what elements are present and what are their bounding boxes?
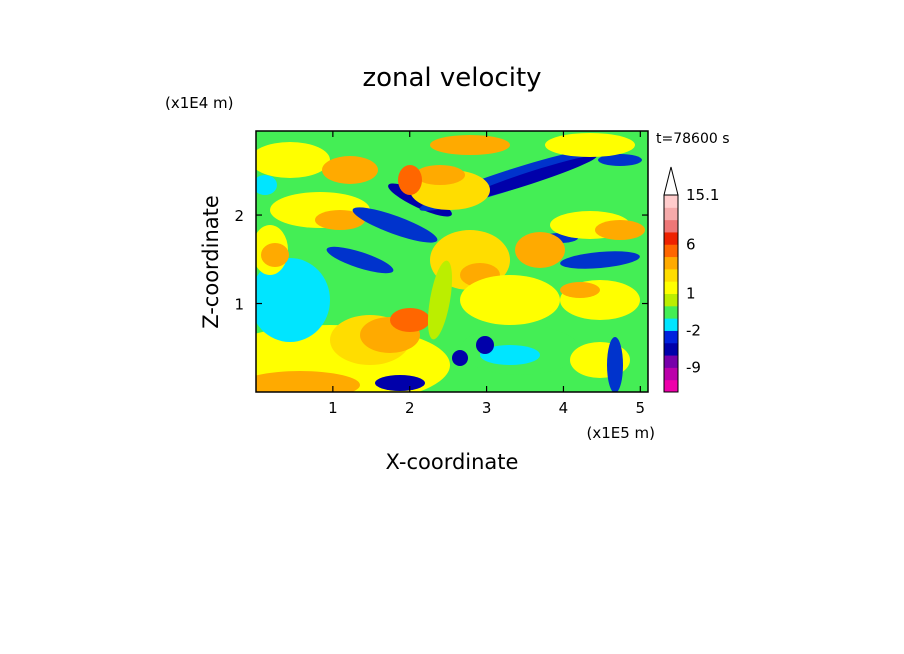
y-axis: 12 — [234, 207, 648, 314]
field-blob — [261, 243, 289, 267]
field-blob — [256, 371, 360, 392]
colorbar-tick-label: 1 — [686, 285, 696, 303]
field-blob — [515, 232, 565, 268]
colorbar-segment — [664, 305, 678, 319]
x-tick-label: 3 — [482, 399, 492, 417]
field-blob — [315, 210, 365, 230]
colorbar-segment — [664, 195, 678, 208]
colorbar-segment — [664, 244, 678, 258]
y-unit-label: (x1E4 m) — [165, 94, 234, 112]
field-blob — [476, 336, 494, 354]
colorbar-extend-arrow — [663, 166, 679, 196]
chart-title: zonal velocity — [362, 63, 541, 93]
colorbar-segment — [664, 367, 678, 381]
colorbar-segment — [664, 342, 678, 356]
field-blob — [430, 135, 510, 155]
colorbar-segment — [664, 293, 678, 307]
field-blob — [322, 156, 378, 184]
x-tick-label: 2 — [405, 399, 415, 417]
field-blob — [352, 207, 438, 243]
field-blob — [480, 345, 540, 365]
y-axis-label: Z-coordinate — [199, 195, 223, 329]
field-blob — [452, 350, 468, 366]
x-axis: 1 2 3 4 5 — [328, 131, 645, 417]
field-blob — [463, 155, 597, 201]
plot-area — [255, 130, 649, 393]
x-unit-label: (x1E5 m) — [586, 424, 655, 442]
field-blob — [560, 251, 640, 269]
colorbar: 15.1 6 1 -2 -9 — [663, 166, 719, 393]
time-label: t=78600 s — [656, 131, 730, 147]
colorbar-tick-label: 15.1 — [686, 186, 719, 204]
field-blob — [375, 375, 425, 391]
field-blob — [598, 154, 642, 166]
field-blob — [595, 220, 645, 240]
field-blob — [390, 308, 430, 332]
field-blob — [256, 175, 277, 195]
colorbar-segment — [664, 281, 678, 294]
colorbar-segment — [664, 318, 678, 331]
field-blob — [607, 337, 623, 392]
x-tick-label: 5 — [636, 399, 646, 417]
field-blob — [560, 282, 600, 298]
colorbar-segment — [664, 207, 678, 221]
colorbar-tick-label: 6 — [686, 235, 696, 253]
colorbar-tick-label: -2 — [686, 321, 701, 339]
field-blob — [256, 142, 330, 178]
field-blob — [256, 258, 330, 342]
colorbar-segment — [664, 268, 678, 282]
field-blob — [460, 275, 560, 325]
x-tick-label: 1 — [328, 399, 338, 417]
velocity-field — [256, 133, 645, 392]
field-blob — [326, 246, 394, 274]
field-blob — [415, 165, 465, 185]
colorbar-segment — [664, 231, 678, 245]
colorbar-segment — [664, 330, 678, 344]
y-tick-label: 2 — [234, 207, 244, 225]
colorbar-frame — [663, 194, 679, 393]
y-tick-label: 1 — [234, 296, 244, 314]
field-blob — [398, 165, 422, 195]
field-blob — [427, 260, 453, 340]
x-axis-label: X-coordinate — [386, 450, 519, 474]
colorbar-segment — [664, 256, 678, 270]
field-blob — [545, 133, 635, 157]
colorbar-segment — [664, 355, 678, 368]
colorbar-segment — [664, 379, 678, 393]
plot-frame — [255, 130, 649, 393]
colorbar-tick-label: -9 — [686, 358, 701, 376]
x-tick-label: 4 — [559, 399, 569, 417]
colorbar-segment — [664, 219, 678, 233]
